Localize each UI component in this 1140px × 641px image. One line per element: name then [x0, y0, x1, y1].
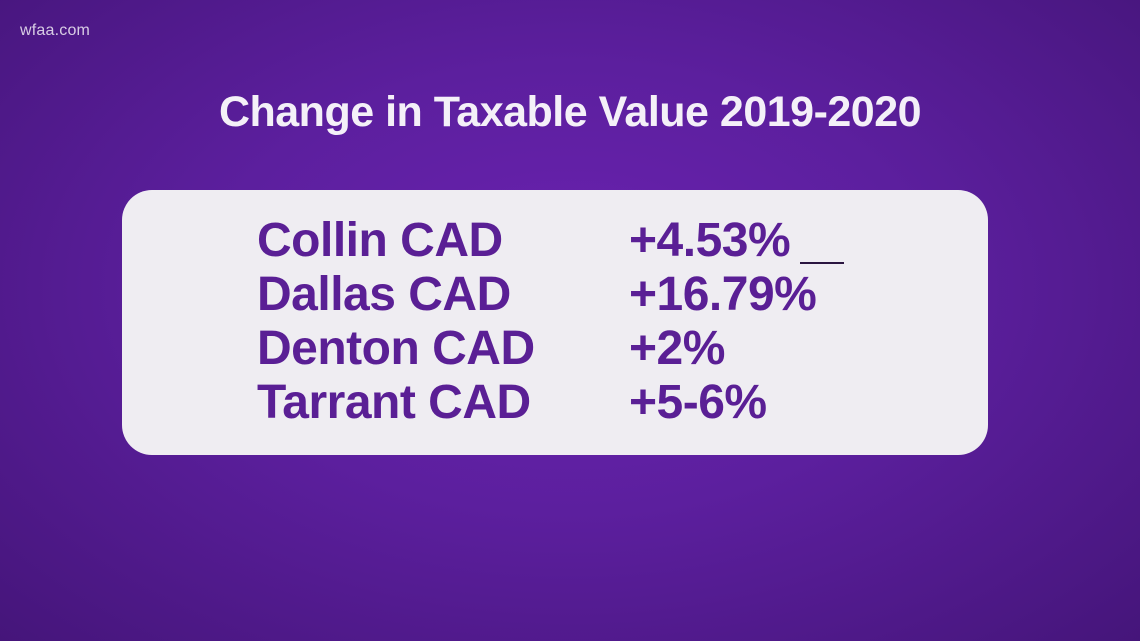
change-value: +5-6% [629, 376, 767, 429]
values-card: Collin CAD +4.53% Dallas CAD +16.79% Den… [122, 190, 988, 455]
page-title: Change in Taxable Value 2019-2020 [218, 88, 922, 136]
wfaa-watermark: wfaa.com [20, 22, 91, 39]
county-name: Collin CAD [257, 214, 503, 267]
list-item-denton: Denton CAD +2% [122, 322, 988, 376]
county-name: Tarrant CAD [257, 376, 531, 429]
underline-mark [800, 262, 844, 264]
change-value: +16.79% [629, 268, 817, 321]
list-item-collin: Collin CAD +4.53% [122, 214, 988, 268]
county-name: Dallas CAD [257, 268, 511, 321]
change-value: +4.53% [629, 214, 791, 267]
change-value: +2% [629, 322, 725, 375]
list-item-dallas: Dallas CAD +16.79% [122, 268, 988, 322]
county-name: Denton CAD [257, 322, 535, 375]
list-item-tarrant: Tarrant CAD +5-6% [122, 376, 988, 430]
